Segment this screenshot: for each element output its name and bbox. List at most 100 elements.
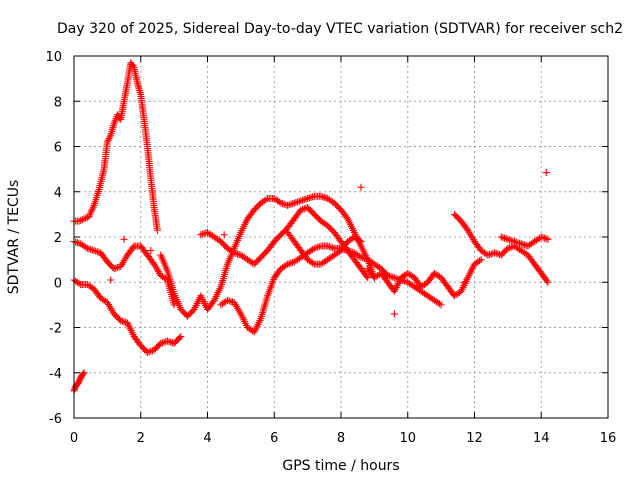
- data-point: [168, 339, 176, 347]
- data-point: [73, 239, 81, 247]
- x-axis-title: GPS time / hours: [282, 458, 399, 474]
- x-tick-label: 10: [399, 431, 416, 446]
- data-point: [357, 253, 365, 261]
- data-point: [75, 217, 83, 225]
- data-point: [504, 244, 512, 252]
- data-point: [325, 243, 333, 251]
- data-point: [105, 135, 113, 143]
- data-point: [143, 348, 151, 356]
- data-point: [224, 296, 232, 304]
- y-axis-title: SDTVAR / TECUs: [6, 180, 22, 295]
- data-point: [314, 243, 322, 251]
- data-point: [297, 206, 305, 214]
- data-point: [175, 334, 183, 342]
- plot-frame: [73, 55, 609, 419]
- data-point: [83, 244, 91, 252]
- data-point: [542, 169, 550, 177]
- data-point: [435, 300, 443, 308]
- data-point: [287, 259, 295, 267]
- series-track-e: [157, 192, 378, 320]
- data-point: [110, 265, 118, 273]
- data-point: [392, 274, 400, 282]
- data-point: [324, 242, 332, 250]
- data-point: [347, 248, 355, 256]
- data-point: [135, 85, 143, 93]
- data-point: [357, 183, 365, 191]
- data-point: [299, 205, 307, 213]
- series-track-c: [70, 276, 185, 356]
- data-point: [543, 277, 551, 285]
- data-point: [113, 264, 121, 272]
- data-point: [486, 251, 494, 259]
- data-point: [235, 251, 243, 259]
- data-point: [389, 273, 397, 281]
- data-point: [522, 241, 530, 249]
- data-point: [78, 216, 86, 224]
- data-point: [118, 317, 126, 325]
- data-point: [106, 133, 114, 141]
- data-point: [355, 236, 363, 244]
- data-point: [506, 244, 514, 252]
- data-point: [499, 234, 507, 242]
- data-point: [77, 216, 85, 224]
- data-point: [129, 62, 137, 70]
- data-point: [170, 301, 178, 309]
- data-point: [539, 234, 547, 242]
- y-tick-label: 2: [54, 231, 62, 246]
- data-point: [82, 214, 90, 222]
- data-point: [487, 250, 495, 258]
- data-point: [319, 193, 327, 201]
- y-tick-label: 6: [54, 141, 62, 156]
- data-point: [136, 87, 144, 95]
- data-point: [537, 233, 545, 241]
- data-point: [285, 201, 293, 209]
- data-point: [504, 235, 512, 243]
- data-point: [476, 257, 484, 265]
- data-point: [158, 339, 166, 347]
- data-point: [147, 347, 155, 355]
- data-point: [109, 124, 117, 132]
- data-point: [363, 272, 371, 280]
- x-tick-label: 8: [337, 431, 345, 446]
- series-track-f: [197, 204, 372, 282]
- series-track-j: [450, 210, 552, 286]
- data-point: [157, 339, 165, 347]
- data-point: [302, 195, 310, 203]
- x-tick-label: 6: [270, 431, 278, 446]
- data-point: [300, 196, 308, 204]
- data-point: [387, 273, 395, 281]
- y-tick-label: -6: [49, 412, 62, 427]
- data-point: [307, 193, 315, 201]
- series-track-d: [70, 238, 178, 309]
- data-point: [492, 249, 500, 257]
- data-point: [108, 126, 116, 134]
- data-point: [506, 236, 514, 244]
- data-point: [160, 338, 168, 346]
- x-tick-label: 0: [70, 431, 78, 446]
- data-point: [82, 243, 90, 251]
- data-point: [284, 201, 292, 209]
- data-point: [109, 122, 117, 130]
- data-point: [304, 195, 312, 203]
- data-point: [309, 245, 317, 253]
- data-point: [287, 200, 295, 208]
- data-point: [496, 251, 504, 259]
- data-point: [359, 254, 367, 262]
- data-point: [312, 244, 320, 252]
- data-point: [72, 238, 80, 246]
- data-point: [544, 235, 552, 243]
- y-tick-label: 4: [54, 186, 62, 201]
- data-point: [514, 239, 522, 247]
- data-point: [322, 194, 330, 202]
- data-point: [92, 247, 100, 255]
- data-point: [544, 278, 552, 286]
- data-point: [292, 198, 300, 206]
- data-point: [104, 136, 112, 144]
- data-point: [107, 276, 115, 284]
- chart-title: Day 320 of 2025, Sidereal Day-to-day VTE…: [57, 21, 623, 37]
- data-point: [120, 318, 128, 326]
- x-tick-label: 16: [600, 431, 617, 446]
- data-point: [136, 89, 144, 97]
- x-tick-label: 4: [203, 431, 211, 446]
